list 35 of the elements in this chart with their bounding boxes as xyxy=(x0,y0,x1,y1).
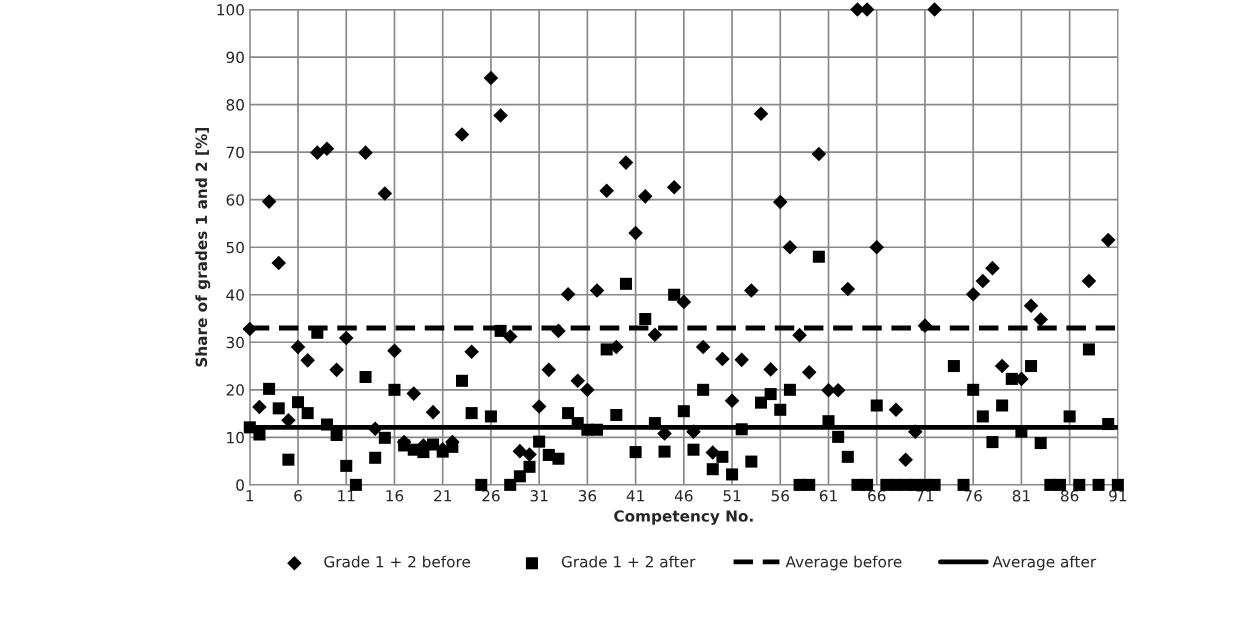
legend-label: Grade 1 + 2 before xyxy=(324,555,471,568)
x-tick-label: 26 xyxy=(482,490,500,502)
x-tick-label: 1 xyxy=(246,490,254,502)
x-tick-label: 91 xyxy=(1109,490,1127,502)
x-tick-label: 16 xyxy=(386,490,404,502)
x-axis-title: Competency No. xyxy=(614,510,753,525)
y-tick-label: 90 xyxy=(226,51,244,64)
y-tick-label: 10 xyxy=(227,431,244,444)
y-tick-label: 40 xyxy=(226,289,244,301)
x-tick-label: 66 xyxy=(868,490,886,502)
y-tick-label: 30 xyxy=(226,336,244,349)
x-tick-label: 31 xyxy=(530,490,548,502)
legend-label: Average after xyxy=(992,555,1097,571)
y-tick-label: 0 xyxy=(236,479,244,491)
y-tick-label: 50 xyxy=(226,241,244,254)
y-tick-label: 100 xyxy=(217,4,244,16)
x-tick-label: 76 xyxy=(964,490,982,502)
x-tick-label: 21 xyxy=(434,490,452,502)
y-axis-title: Share of grades 1 and 2 [%] xyxy=(195,128,211,367)
x-tick-label: 51 xyxy=(723,490,741,502)
x-tick-label: 46 xyxy=(674,490,693,502)
x-tick-label: 11 xyxy=(338,490,355,502)
x-tick-label: 81 xyxy=(1012,490,1030,502)
y-tick-label: 60 xyxy=(226,194,244,206)
x-tick-label: 36 xyxy=(578,490,597,502)
x-tick-label: 86 xyxy=(1060,490,1079,502)
x-tick-label: 41 xyxy=(626,490,644,502)
legend-label: Average before xyxy=(785,555,902,571)
legend-label: Grade 1 + 2 after xyxy=(561,555,696,568)
y-tick-label: 20 xyxy=(226,384,244,396)
x-tick-label: 6 xyxy=(294,490,302,502)
x-tick-label: 61 xyxy=(819,490,837,502)
y-tick-label: 80 xyxy=(226,99,244,111)
y-tick-label: 70 xyxy=(226,146,244,159)
x-tick-label: 56 xyxy=(771,490,790,502)
